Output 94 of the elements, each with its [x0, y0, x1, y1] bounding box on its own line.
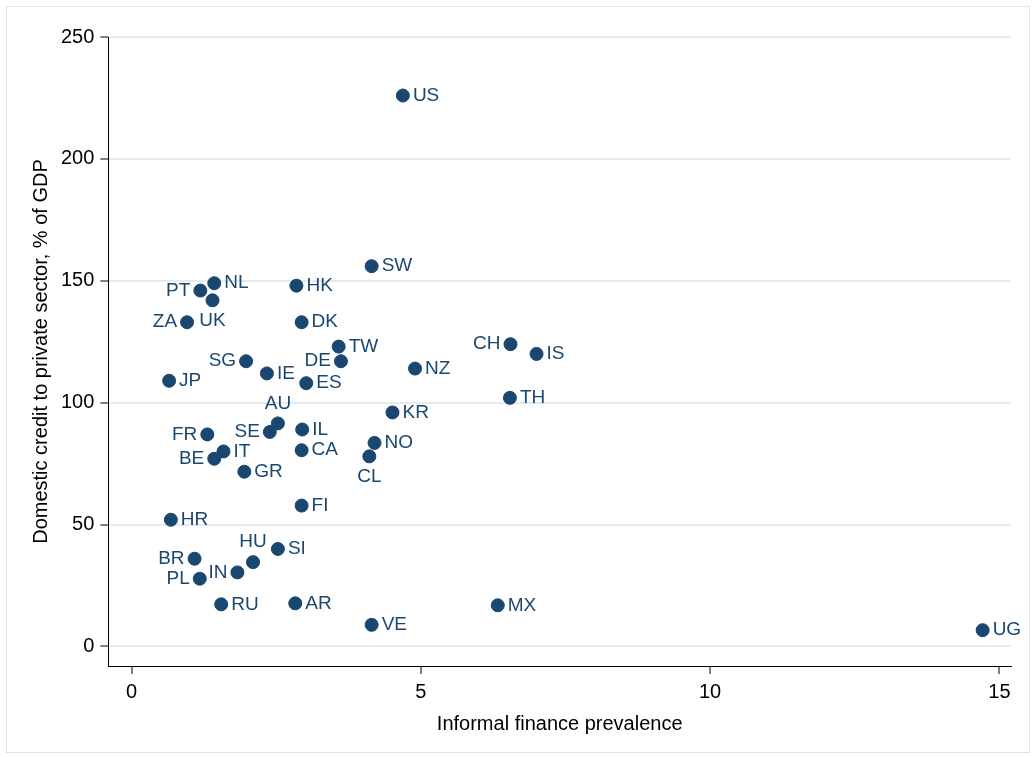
annotation: PL — [166, 566, 190, 588]
x-axis-title: Informal finance prevalence — [436, 711, 683, 734]
point — [216, 444, 231, 459]
annotation: US — [412, 83, 440, 105]
point — [362, 449, 377, 464]
point — [294, 315, 309, 330]
annotation: VE — [381, 613, 407, 635]
annotation: BE — [178, 447, 205, 469]
annotation: NO — [384, 431, 414, 453]
annotation: PT — [166, 278, 191, 300]
point — [529, 346, 544, 361]
annotation: RU — [231, 592, 259, 614]
annotation: ZA — [152, 310, 178, 332]
annotation: SG — [208, 349, 237, 371]
annotation: ES — [316, 371, 342, 393]
point — [333, 354, 348, 369]
annotation: UK — [199, 308, 227, 330]
point — [163, 512, 178, 527]
annotation: IE — [276, 361, 295, 383]
annotation: CH — [473, 332, 501, 354]
point — [364, 617, 379, 632]
point — [187, 551, 202, 566]
point — [230, 565, 245, 580]
point — [503, 337, 518, 352]
annotation: CL — [357, 464, 382, 486]
point — [490, 598, 505, 613]
point — [385, 405, 400, 420]
point — [288, 596, 303, 611]
annotation: BR — [158, 546, 185, 568]
x-tick-label: 10 — [699, 679, 722, 702]
point — [214, 597, 229, 612]
annotation: CA — [311, 438, 339, 460]
point — [294, 443, 309, 458]
point — [180, 315, 195, 330]
x-tick-label: 0 — [125, 679, 138, 702]
point — [295, 422, 310, 437]
annotation: DK — [311, 310, 339, 332]
y-tick-label: 200 — [60, 146, 95, 169]
annotation: SW — [381, 254, 413, 276]
annotation: MX — [507, 593, 537, 615]
point — [193, 283, 208, 298]
annotation: IN — [208, 560, 228, 582]
annotation: TH — [519, 386, 546, 408]
annotation: HK — [306, 273, 334, 295]
y-axis-title: Domestic credit to private sector, % of GDP — [28, 159, 51, 544]
y-tick-label: 250 — [60, 24, 95, 47]
point — [331, 339, 346, 354]
annotation: FR — [171, 422, 198, 444]
point — [262, 424, 277, 439]
annotation: NL — [224, 271, 249, 293]
annotation: IL — [312, 417, 329, 439]
point — [239, 354, 254, 369]
annotation: IT — [233, 439, 251, 461]
annotation: AR — [305, 591, 332, 613]
point — [207, 451, 222, 466]
point — [502, 390, 517, 405]
annotation: GR — [254, 459, 283, 481]
annotation: UG — [992, 618, 1022, 640]
point — [192, 571, 207, 586]
point — [246, 555, 261, 570]
point — [289, 278, 304, 293]
annotation: IS — [546, 342, 565, 364]
point — [975, 623, 990, 638]
point — [270, 416, 285, 431]
point — [200, 427, 215, 442]
annotation: SE — [234, 420, 260, 442]
point — [207, 276, 222, 291]
y-tick-label: 50 — [72, 512, 95, 535]
y-tick-label: 100 — [60, 390, 95, 413]
annotation: FI — [311, 493, 329, 515]
point — [364, 259, 379, 274]
point — [270, 541, 285, 556]
point — [367, 435, 382, 450]
point — [299, 376, 314, 391]
annotation: JP — [179, 368, 202, 390]
point — [395, 88, 410, 103]
point — [237, 464, 252, 479]
annotation: NZ — [425, 356, 451, 378]
annotation: DE — [304, 349, 331, 371]
y-tick-label: 0 — [83, 634, 95, 657]
annotation: SI — [287, 537, 306, 559]
point — [294, 498, 309, 513]
annotation: AU — [264, 391, 292, 413]
point — [162, 373, 177, 388]
annotation: TW — [348, 334, 379, 356]
x-tick-label: 15 — [988, 679, 1011, 702]
point — [205, 293, 220, 308]
annotation: KR — [402, 400, 429, 422]
point — [408, 361, 423, 376]
annotation: HU — [239, 530, 267, 552]
point — [259, 366, 274, 381]
annotation: HR — [180, 507, 209, 529]
y-tick-label: 150 — [60, 268, 95, 291]
x-tick-label: 5 — [415, 679, 427, 702]
